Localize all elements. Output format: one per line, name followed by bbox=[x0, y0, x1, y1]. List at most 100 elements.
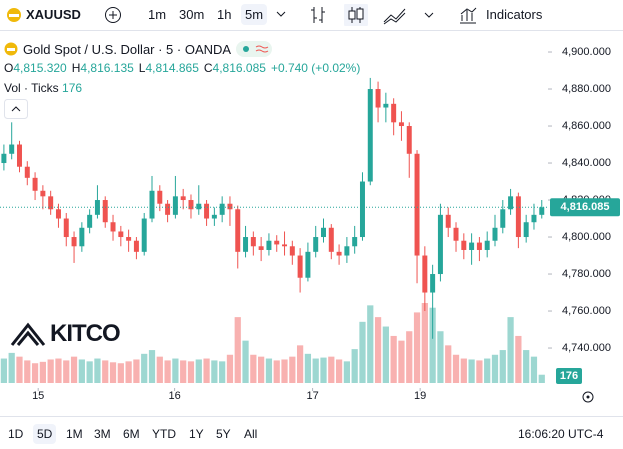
candle-body bbox=[313, 237, 319, 252]
candle-body bbox=[219, 203, 225, 215]
volume-bar bbox=[39, 361, 46, 383]
volume-bar bbox=[523, 350, 530, 383]
candle-body bbox=[297, 255, 303, 278]
ohlc-label: H bbox=[71, 61, 81, 75]
volume-bar bbox=[515, 335, 522, 383]
volume-bar bbox=[0, 358, 8, 383]
range[interactable]: 1Y bbox=[189, 427, 204, 441]
candle-body bbox=[55, 209, 61, 219]
volume-bar bbox=[281, 359, 288, 383]
candle-body bbox=[305, 251, 311, 278]
ohlc-row: O4,815.320 H4,816.135 L4,814.865 C4,816.085… bbox=[4, 61, 544, 75]
volume-bar bbox=[312, 358, 319, 383]
volume-bar bbox=[538, 374, 545, 383]
volume-bar bbox=[382, 326, 389, 383]
volume-bar bbox=[125, 361, 132, 383]
chevron[interactable] bbox=[276, 10, 286, 18]
interval[interactable]: 30m bbox=[179, 7, 205, 22]
x-tick-label: 15 bbox=[32, 390, 44, 402]
watermark-text: KITCO bbox=[50, 320, 121, 347]
candle-body bbox=[16, 144, 22, 167]
candle-body bbox=[437, 214, 443, 275]
range-selected[interactable]: 5D bbox=[33, 424, 57, 444]
candle-body bbox=[165, 203, 171, 215]
candle-body bbox=[102, 200, 108, 223]
range[interactable]: All bbox=[244, 427, 258, 441]
candle-body bbox=[126, 237, 132, 241]
volume-bar bbox=[234, 317, 241, 383]
interval-selected[interactable]: 5m bbox=[241, 4, 268, 25]
volume-bar bbox=[250, 354, 257, 383]
volume-bar bbox=[226, 354, 234, 383]
candle-body bbox=[243, 237, 249, 252]
range[interactable]: YTD bbox=[152, 427, 176, 441]
volume-bar bbox=[219, 361, 226, 383]
y-tick-label: 4,740.000 bbox=[562, 342, 611, 354]
volume-bar bbox=[328, 356, 335, 383]
interval[interactable]: 1m bbox=[148, 7, 167, 22]
x-tick-label: 17 bbox=[306, 390, 318, 402]
range[interactable]: 5Y bbox=[216, 427, 231, 441]
volume-bar bbox=[31, 363, 39, 383]
settings-icon[interactable] bbox=[582, 391, 594, 403]
volume-bar bbox=[296, 345, 304, 383]
candle-body bbox=[63, 218, 69, 238]
indicators-icon[interactable] bbox=[458, 5, 478, 25]
ohlc-value: 4,814.865 bbox=[145, 61, 199, 75]
candle-body bbox=[87, 214, 93, 228]
range[interactable]: 1D bbox=[8, 427, 24, 441]
candle-body bbox=[196, 203, 202, 210]
y-tick-label: 4,860.000 bbox=[562, 120, 611, 132]
volume-bar bbox=[242, 340, 249, 383]
interval[interactable]: 1h bbox=[217, 7, 232, 22]
candle-body bbox=[383, 103, 389, 108]
volume-bar bbox=[304, 353, 312, 383]
volume-bar bbox=[421, 303, 428, 383]
volume-bar bbox=[55, 358, 62, 383]
volume-bar bbox=[351, 349, 358, 383]
collapse-button[interactable] bbox=[4, 99, 28, 119]
volume-bar bbox=[468, 359, 475, 383]
candle-body bbox=[24, 166, 30, 178]
x-tick-label: 19 bbox=[414, 390, 426, 402]
candle-body bbox=[515, 196, 521, 238]
ohlc-label: C bbox=[203, 61, 213, 75]
compare-button[interactable] bbox=[104, 6, 122, 24]
volume-legend: Vol · Ticks 176 bbox=[4, 81, 544, 95]
candle-body bbox=[328, 227, 334, 252]
volume-bar bbox=[484, 358, 491, 383]
candle-body bbox=[32, 177, 38, 191]
symbol[interactable]: XAUUSD bbox=[26, 7, 81, 22]
volume-bar bbox=[172, 358, 179, 383]
last-price-label: 4,816.085 bbox=[561, 201, 610, 213]
change: +0.740 (+0.02%) bbox=[270, 61, 361, 75]
clock: 16:06:20 UTC-4 bbox=[518, 427, 604, 441]
volume-bar bbox=[180, 360, 187, 383]
volume-bar bbox=[507, 317, 514, 383]
volume-bar bbox=[343, 361, 351, 383]
candle-body bbox=[211, 214, 217, 219]
chart-type-icons[interactable] bbox=[308, 4, 448, 26]
volume-bar bbox=[273, 360, 280, 383]
y-tick-label: 4,880.000 bbox=[562, 83, 611, 95]
candle-body bbox=[430, 274, 436, 293]
volume-bar bbox=[63, 360, 70, 383]
volume-bar bbox=[258, 356, 265, 383]
range[interactable]: 3M bbox=[94, 427, 111, 441]
y-tick-label: 4,780.000 bbox=[562, 268, 611, 280]
candle-body bbox=[336, 251, 342, 256]
candle-body bbox=[149, 190, 155, 219]
range[interactable]: 6M bbox=[123, 427, 140, 441]
candle-body bbox=[172, 196, 178, 215]
x-tick-label: 16 bbox=[168, 390, 180, 402]
candle-body bbox=[508, 196, 514, 210]
indicators-button[interactable]: Indicators bbox=[486, 7, 543, 22]
range[interactable]: 1M bbox=[66, 427, 83, 441]
volume-bar bbox=[8, 352, 15, 383]
volume-bar bbox=[413, 312, 421, 383]
candle-body bbox=[157, 190, 163, 204]
volume-bar bbox=[359, 321, 366, 383]
y-tick-label: 4,800.000 bbox=[562, 231, 611, 243]
candle-body bbox=[398, 122, 404, 127]
candle-body bbox=[453, 227, 459, 241]
